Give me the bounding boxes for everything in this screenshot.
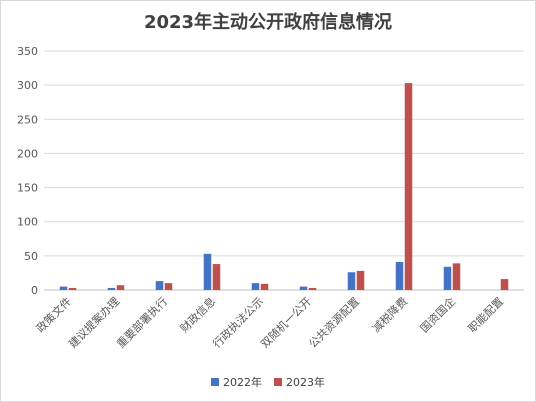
bar-2023 [260, 283, 269, 290]
legend-label: 2023年 [286, 376, 325, 389]
legend-item: 2022年 [211, 374, 262, 390]
bar-2022 [347, 272, 356, 290]
x-tick-label: 减税降费 [369, 294, 410, 335]
y-tick-label: 150 [17, 182, 38, 195]
bar-2022 [59, 286, 68, 290]
legend-swatch [211, 378, 219, 386]
legend-label: 2022年 [223, 376, 262, 389]
bar-2022 [155, 281, 164, 290]
chart-title: 2023年主动公开政府信息情况 [143, 12, 393, 33]
bar-2022 [395, 262, 404, 290]
bar-2023 [356, 270, 365, 290]
bar-2022 [203, 253, 212, 290]
legend-item: 2023年 [274, 374, 325, 390]
bar-2023 [212, 264, 221, 290]
y-tick-label: 100 [17, 216, 38, 229]
y-tick-label: 0 [31, 284, 38, 297]
x-tick-label: 公共资源配置 [306, 294, 363, 351]
x-tick-label: 职能配置 [465, 294, 506, 335]
bar-2022 [251, 283, 260, 290]
legend-swatch [274, 378, 282, 386]
bar-2023 [68, 287, 77, 290]
x-tick-label: 重要部署执行 [114, 294, 171, 351]
bar-2022 [107, 287, 116, 290]
y-tick-label: 350 [17, 45, 38, 58]
y-tick-label: 300 [17, 79, 38, 92]
bar-2023 [500, 279, 509, 290]
bar-2023 [452, 263, 461, 290]
y-tick-label: 200 [17, 147, 38, 160]
y-tick-label: 50 [24, 250, 38, 263]
bar-2023 [308, 287, 317, 290]
x-tick-label: 财政信息 [177, 294, 218, 335]
x-tick-label: 国资国企 [417, 294, 458, 335]
bar-2023 [404, 83, 413, 290]
bar-2023 [116, 285, 125, 290]
bar-2022 [443, 266, 452, 290]
bar-2022 [299, 286, 308, 290]
bar-2023 [164, 283, 173, 290]
y-tick-label: 250 [17, 113, 38, 126]
chart-legend: 2022年 2023年 [0, 374, 536, 390]
x-tick-label: 政策文件 [33, 294, 74, 335]
